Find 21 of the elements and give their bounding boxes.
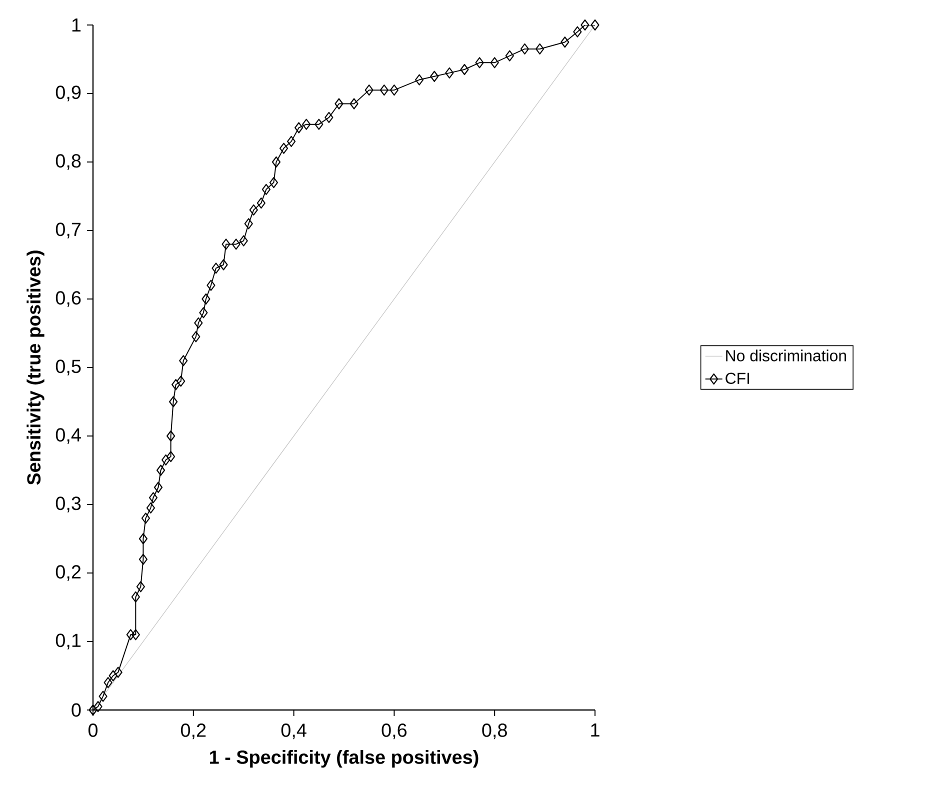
legend-label: No discrimination (726, 350, 846, 362)
x-tick-label: 0,4 (281, 724, 306, 740)
x-tick-label: 0,8 (482, 724, 507, 740)
y-tick-label: 0,5 (56, 360, 81, 376)
legend-label: CFI (726, 372, 750, 384)
x-axis-title: 1 - Specificity (false positives) (210, 750, 478, 768)
y-tick-label: 1 (72, 18, 81, 32)
x-tick-label: 1 (591, 724, 600, 737)
y-tick-label: 0,8 (56, 154, 81, 170)
y-tick-label: 0 (72, 703, 81, 717)
y-tick-label: 0,4 (56, 428, 81, 444)
y-tick-label: 0,9 (56, 86, 81, 102)
x-tick-label: 0,2 (180, 724, 206, 740)
y-tick-label: 0,1 (56, 634, 81, 650)
y-axis-title: Sensitivity (true positives) (26, 250, 44, 485)
y-tick-label: 0,7 (56, 222, 81, 238)
x-tick-label: 0 (88, 724, 98, 737)
y-tick-label: 0,3 (56, 496, 81, 512)
y-tick-label: 0,6 (56, 291, 81, 307)
x-tick-label: 0,6 (382, 724, 407, 740)
y-tick-label: 0,2 (56, 565, 81, 581)
